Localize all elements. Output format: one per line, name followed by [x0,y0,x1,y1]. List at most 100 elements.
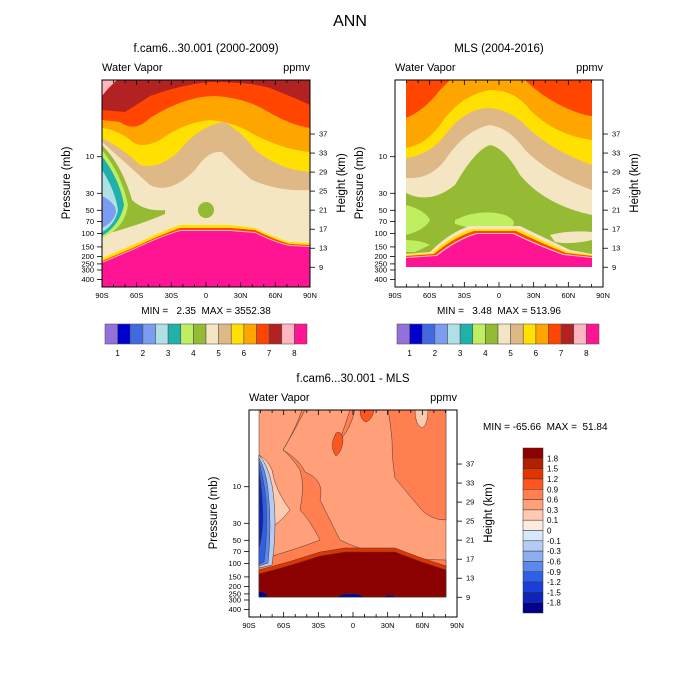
colorbar-label: 1.5 [547,465,559,474]
x-tick-label: 60S [277,621,290,630]
y-tick-label-right: 37 [466,460,474,469]
y-tick-label-right: 9 [612,263,616,272]
band-0.9-a [332,432,344,457]
colorbar-swatch [268,323,283,345]
colorbar-swatch [396,323,410,345]
y-tick-label: 300 [374,265,387,274]
axes: 90S 60S 30S 0 30N 60N 90N103050701001502002503… [228,410,474,630]
colorbar-swatch [522,581,544,593]
x-tick-label: 0 [497,291,501,300]
colorbar-label: -1.2 [547,578,561,587]
y-tick-label: 30 [379,189,387,198]
x-tick-label: 60S [423,291,436,300]
y-tick-label: 250 [374,259,387,268]
x-tick-label: 60N [561,291,575,300]
colorbar-swatch [117,323,131,345]
y-tick-label: 100 [228,559,241,568]
min-max-label: MIN = 3.48 MAX = 513.96 [437,306,561,317]
band-0.1-top [414,410,429,429]
y-tick-label: 10 [379,152,387,161]
y-tick-label-right: 13 [319,244,327,253]
colorbar-label: 6 [242,349,247,358]
y-tick-label-right: 13 [612,244,620,253]
y-tick-label: 30 [86,189,94,198]
axes: 90S 60S 30S 0 30N 60N 90N103050701001502002503… [374,80,620,300]
y-tick-label: 300 [228,595,241,604]
y-tick-label: 10 [233,482,241,491]
colorbar-swatch [294,323,308,345]
colorbar-swatch [472,323,486,345]
colorbar-label: 4 [191,349,196,358]
y-tick-label-right: 9 [319,263,323,272]
y-tick-label-right: 29 [466,498,474,507]
y-tick-label: 200 [228,582,241,591]
colorbar-swatch [485,323,499,345]
y-tick-label: 70 [379,217,387,226]
y-tick-label: 150 [374,242,387,251]
colorbar-label: 4 [483,349,488,358]
x-tick-label: 90S [95,291,108,300]
min-max-label: MIN = -65.66 MAX = 51.84 [483,422,608,433]
y-tick-label-right: 17 [612,225,620,234]
contour-field [102,80,310,287]
band-1.8 [258,551,447,598]
axes: 90S 60S 30S 0 30N 60N 90N103050701001502002503… [81,80,327,300]
colorbar-swatch [522,519,544,531]
y-tick-label: 100 [374,229,387,238]
colorbar-label: -1.5 [547,588,561,597]
colorbar-label: 1.2 [547,475,559,484]
y-tick-label-right: 33 [466,479,474,488]
y-axis-label: Pressure (mb) [354,146,366,219]
x-tick-label: 30N [527,291,541,300]
y-axis-label: Pressure (mb) [208,476,220,549]
colorbar-swatch [218,323,232,345]
y-tick-label: 50 [379,206,387,215]
colorbar: 1 2 3 4 5 6 7 8 [104,323,308,358]
units-label: ppmv [576,62,603,74]
colorbar-swatch [522,592,544,603]
colorbar-label: 1.8 [547,454,559,463]
colorbar-swatch [155,323,169,345]
colorbar-label: 8 [292,349,297,358]
y-tick-label-right: 37 [612,130,620,139]
y-tick-label-right: 29 [319,168,327,177]
colorbar: 1.81.51.20.90.60.30.10-0.1-0.3-0.6-0.9-1… [522,447,561,614]
band-4-c [406,240,430,252]
colorbar-swatch [522,489,544,500]
band-4-b [455,212,514,230]
colorbar-label: 1 [407,349,412,358]
colorbar-swatch [510,323,524,345]
colorbar-swatch [522,499,544,511]
y-tick-label: 200 [81,252,94,261]
colorbar-label: -0.9 [547,568,561,577]
y-tick-label: 400 [374,275,387,284]
colorbar-swatch [573,323,587,345]
y-tick-label-right: 25 [612,187,620,196]
band-neg-surface-a [258,591,269,598]
colorbar-label: -0.1 [547,537,561,546]
band-0.9-b [359,410,375,423]
x-tick-label: 60S [130,291,143,300]
y-tick-label-right: 13 [466,574,474,583]
band-4-a [406,205,430,235]
units-label: ppmv [283,62,310,74]
colorbar-label: 0.9 [547,485,559,494]
colorbar-swatch [522,561,544,572]
panel-title: MLS (2004-2016) [454,43,544,55]
y-tick-label: 50 [86,206,94,215]
y-axis-label: Pressure (mb) [61,146,73,219]
min-max-label: MIN = 2.35 MAX = 3552.38 [141,306,271,317]
band-8 [406,234,592,267]
band-4-5-blob [198,202,214,218]
colorbar-label: 1 [115,349,120,358]
band-neg-1.8 [258,469,264,549]
colorbar-label: 2 [141,349,146,358]
colorbar-label: 2 [433,349,438,358]
x-tick-label: 30S [458,291,471,300]
colorbar-swatch [560,323,575,345]
colorbar-swatch [522,458,544,469]
y-tick-label-right: 21 [612,206,620,215]
colorbar-label: 0.1 [547,516,559,525]
band-neg-surface-b [335,593,367,598]
